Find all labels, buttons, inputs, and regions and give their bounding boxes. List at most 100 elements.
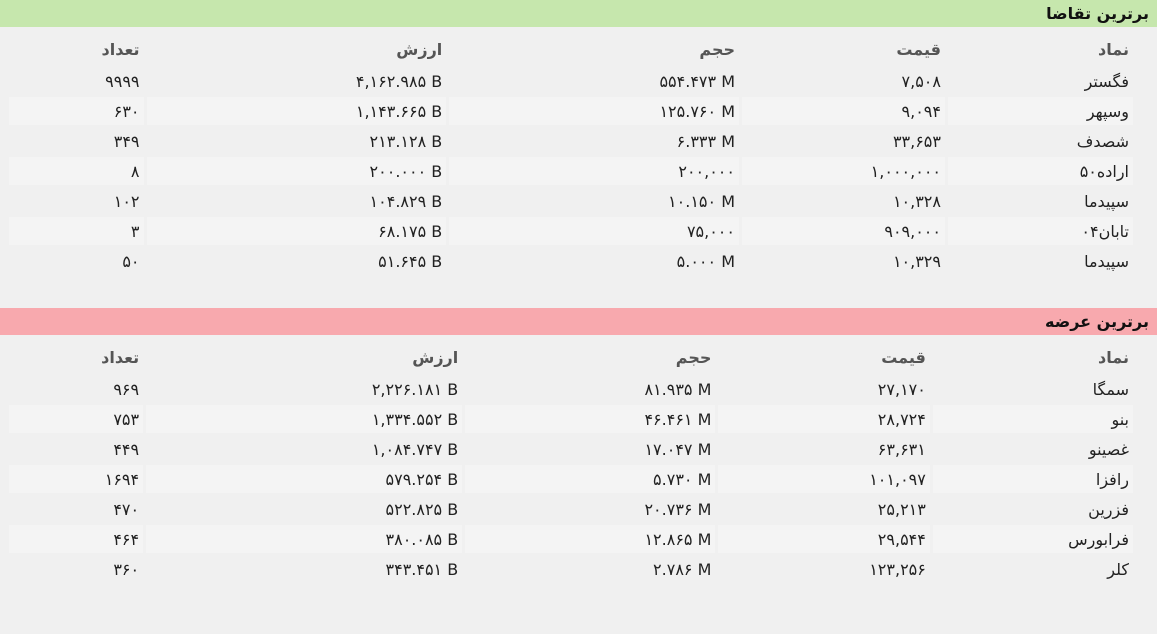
cell-value: ۱۲.۸۶۵ M	[465, 525, 716, 553]
cell-value: ۱۰۴.۸۲۹ B	[369, 191, 443, 211]
column-header: نماد	[1098, 347, 1129, 367]
cell-value: ۵۰	[122, 251, 140, 271]
cell-value: ۲۵,۲۱۳	[877, 499, 926, 519]
column-header: حجم	[675, 347, 712, 367]
cell-symbol: سمگا	[1092, 379, 1129, 399]
cell-value: ۱,۱۴۳.۶۶۵ B	[146, 97, 447, 125]
cell-value: ۶۳۰	[9, 97, 144, 125]
cell-value: ۱۰۱,۰۹۷	[718, 465, 930, 493]
cell-value: ۱۲۵.۷۶۰ M	[449, 97, 739, 125]
cell-value: ۹,۰۹۴	[742, 97, 945, 125]
cell-value: ۲.۷۸۶ M	[653, 559, 712, 579]
column-header: ارزش	[396, 39, 443, 59]
cell-value: ۹۶۹	[113, 379, 140, 399]
cell-value: ۷۵۳	[9, 405, 144, 433]
cell-value: ۴۶.۴۶۱ M	[465, 405, 716, 433]
panel: برترین عرضه نماد قیمت حجم ارزش تعداد سمگا ۲۷,۱۷…	[0, 308, 1157, 617]
cell-value: ۱۷.۰۴۷ M	[644, 439, 712, 459]
cell-value: ۷۵,۰۰۰	[449, 217, 739, 245]
column-header: قیمت	[896, 39, 941, 59]
cell-value: ۵۲۲.۸۲۵ B	[385, 499, 459, 519]
cell-value: ۱۰,۳۲۸	[892, 191, 941, 211]
cell-value: ۲۷,۱۷۰	[877, 379, 926, 399]
table-row: فرابورس ۲۹,۵۴۴ ۱۲.۸۶۵ M ۳۸۰.۰۸۵ B ۴۶۴	[9, 525, 1133, 553]
cell-symbol: وسپهر	[948, 97, 1133, 125]
cell-value: ۳	[9, 217, 144, 245]
cell-value: ۳۳,۶۵۳	[892, 131, 941, 151]
cell-value: ۲۰۰.۰۰۰ B	[146, 157, 447, 185]
cell-value: ۶.۳۳۳ M	[676, 131, 735, 151]
cell-symbol: غصینو	[1088, 439, 1129, 459]
table-row: فگستر ۷,۵۰۸ ۵۵۴.۴۷۳ M ۴,۱۶۲.۹۸۵ B ۹۹۹۹	[9, 67, 1133, 95]
cell-value: ۲,۲۲۶.۱۸۱ B	[371, 379, 459, 399]
column-header: نماد	[1098, 39, 1129, 59]
cell-symbol: سپیدما	[1084, 191, 1129, 211]
cell-symbol: فگستر	[1084, 71, 1129, 91]
cell-value: ۱۰.۱۵۰ M	[668, 191, 735, 211]
cell-value: ۱۰۲	[113, 191, 140, 211]
column-header: قیمت	[881, 347, 926, 367]
cell-value: ۵۱.۶۴۵ B	[378, 251, 443, 271]
column-header: تعداد	[101, 347, 140, 367]
header-row: نماد قیمت حجم ارزش تعداد	[9, 33, 1133, 65]
cell-value: ۳۴۳.۴۵۱ B	[385, 559, 459, 579]
table-row: کلر ۱۲۳,۲۵۶ ۲.۷۸۶ M ۳۴۳.۴۵۱ B ۳۶۰	[9, 555, 1133, 583]
cell-value: ۱۶۹۴	[9, 465, 144, 493]
cell-value: ۵.۰۰۰ M	[676, 251, 735, 271]
cell-value: ۴۷۰	[113, 499, 140, 519]
table-row: بنو ۲۸,۷۲۴ ۴۶.۴۶۱ M ۱,۳۳۴.۵۵۲ B ۷۵۳	[9, 405, 1133, 433]
cell-value: ۱۰,۳۲۹	[892, 251, 941, 271]
panel-title: برترین عرضه	[0, 308, 1157, 335]
cell-symbol: فرابورس	[932, 525, 1133, 553]
cell-value: ۶۸.۱۷۵ B	[146, 217, 447, 245]
cell-value: ۲۰.۷۳۶ M	[644, 499, 712, 519]
table-row: شصدف ۳۳,۶۵۳ ۶.۳۳۳ M ۲۱۳.۱۲۸ B ۳۴۹	[9, 127, 1133, 155]
cell-value: ۱,۰۰۰,۰۰۰	[742, 157, 945, 185]
data-table: نماد قیمت حجم ارزش تعداد سمگا ۲۷,۱۷۰ ۸۱.۹۳۵ M ۲,…	[6, 339, 1136, 585]
cell-symbol: شصدف	[1076, 131, 1129, 151]
cell-value: ۵۷۹.۲۵۴ B	[146, 465, 463, 493]
cell-value: ۲۹,۵۴۴	[718, 525, 930, 553]
cell-symbol: سپیدما	[1084, 251, 1129, 271]
column-header: ارزش	[412, 347, 459, 367]
cell-value: ۶۳,۶۳۱	[877, 439, 926, 459]
cell-value: ۱,۳۳۴.۵۵۲ B	[146, 405, 463, 433]
table-row: رافزا ۱۰۱,۰۹۷ ۵.۷۳۰ M ۵۷۹.۲۵۴ B ۱۶۹۴	[9, 465, 1133, 493]
cell-value: ۲۱۳.۱۲۸ B	[369, 131, 443, 151]
cell-value: ۵۵۴.۴۷۳ M	[659, 71, 735, 91]
cell-value: ۱,۰۸۴.۷۴۷ B	[371, 439, 459, 459]
cell-value: ۹۹۹۹	[105, 71, 140, 91]
header-row: نماد قیمت حجم ارزش تعداد	[9, 341, 1133, 373]
cell-value: ۴,۱۶۲.۹۸۵ B	[355, 71, 443, 91]
cell-value: ۴۴۹	[113, 439, 140, 459]
cell-symbol: فزرین	[1088, 499, 1129, 519]
cell-value: ۳۸۰.۰۸۵ B	[146, 525, 463, 553]
cell-value: ۳۴۹	[113, 131, 140, 151]
cell-value: ۴۶۴	[9, 525, 144, 553]
cell-value: ۵.۷۳۰ M	[465, 465, 716, 493]
cell-symbol: رافزا	[932, 465, 1133, 493]
column-header: تعداد	[101, 39, 140, 59]
table-row: غصینو ۶۳,۶۳۱ ۱۷.۰۴۷ M ۱,۰۸۴.۷۴۷ B ۴۴۹	[9, 435, 1133, 463]
cell-value: ۸۱.۹۳۵ M	[644, 379, 712, 399]
panel: برترین تقاضا نماد قیمت حجم ارزش تعداد فگستر ۷,۵…	[0, 0, 1157, 308]
cell-value: ۲۰۰,۰۰۰	[449, 157, 739, 185]
cell-value: ۷,۵۰۸	[901, 71, 941, 91]
table-row: فزرین ۲۵,۲۱۳ ۲۰.۷۳۶ M ۵۲۲.۸۲۵ B ۴۷۰	[9, 495, 1133, 523]
cell-value: ۱۲۳,۲۵۶	[869, 559, 926, 579]
root: برترین تقاضا نماد قیمت حجم ارزش تعداد فگستر ۷,۵…	[0, 0, 1157, 617]
cell-symbol: بنو	[932, 405, 1133, 433]
table-row: وسپهر ۹,۰۹۴ ۱۲۵.۷۶۰ M ۱,۱۴۳.۶۶۵ B ۶۳۰	[9, 97, 1133, 125]
table-row: سپیدما ۱۰,۳۲۹ ۵.۰۰۰ M ۵۱.۶۴۵ B ۵۰	[9, 247, 1133, 275]
cell-value: ۸	[9, 157, 144, 185]
cell-symbol: کلر	[1107, 559, 1129, 579]
table-row: سمگا ۲۷,۱۷۰ ۸۱.۹۳۵ M ۲,۲۲۶.۱۸۱ B ۹۶۹	[9, 375, 1133, 403]
cell-value: ۳۶۰	[113, 559, 140, 579]
table-row: سپیدما ۱۰,۳۲۸ ۱۰.۱۵۰ M ۱۰۴.۸۲۹ B ۱۰۲	[9, 187, 1133, 215]
panel-title: برترین تقاضا	[0, 0, 1157, 27]
cell-symbol: تابان۰۴	[948, 217, 1133, 245]
cell-symbol: اراده۵۰	[948, 157, 1133, 185]
